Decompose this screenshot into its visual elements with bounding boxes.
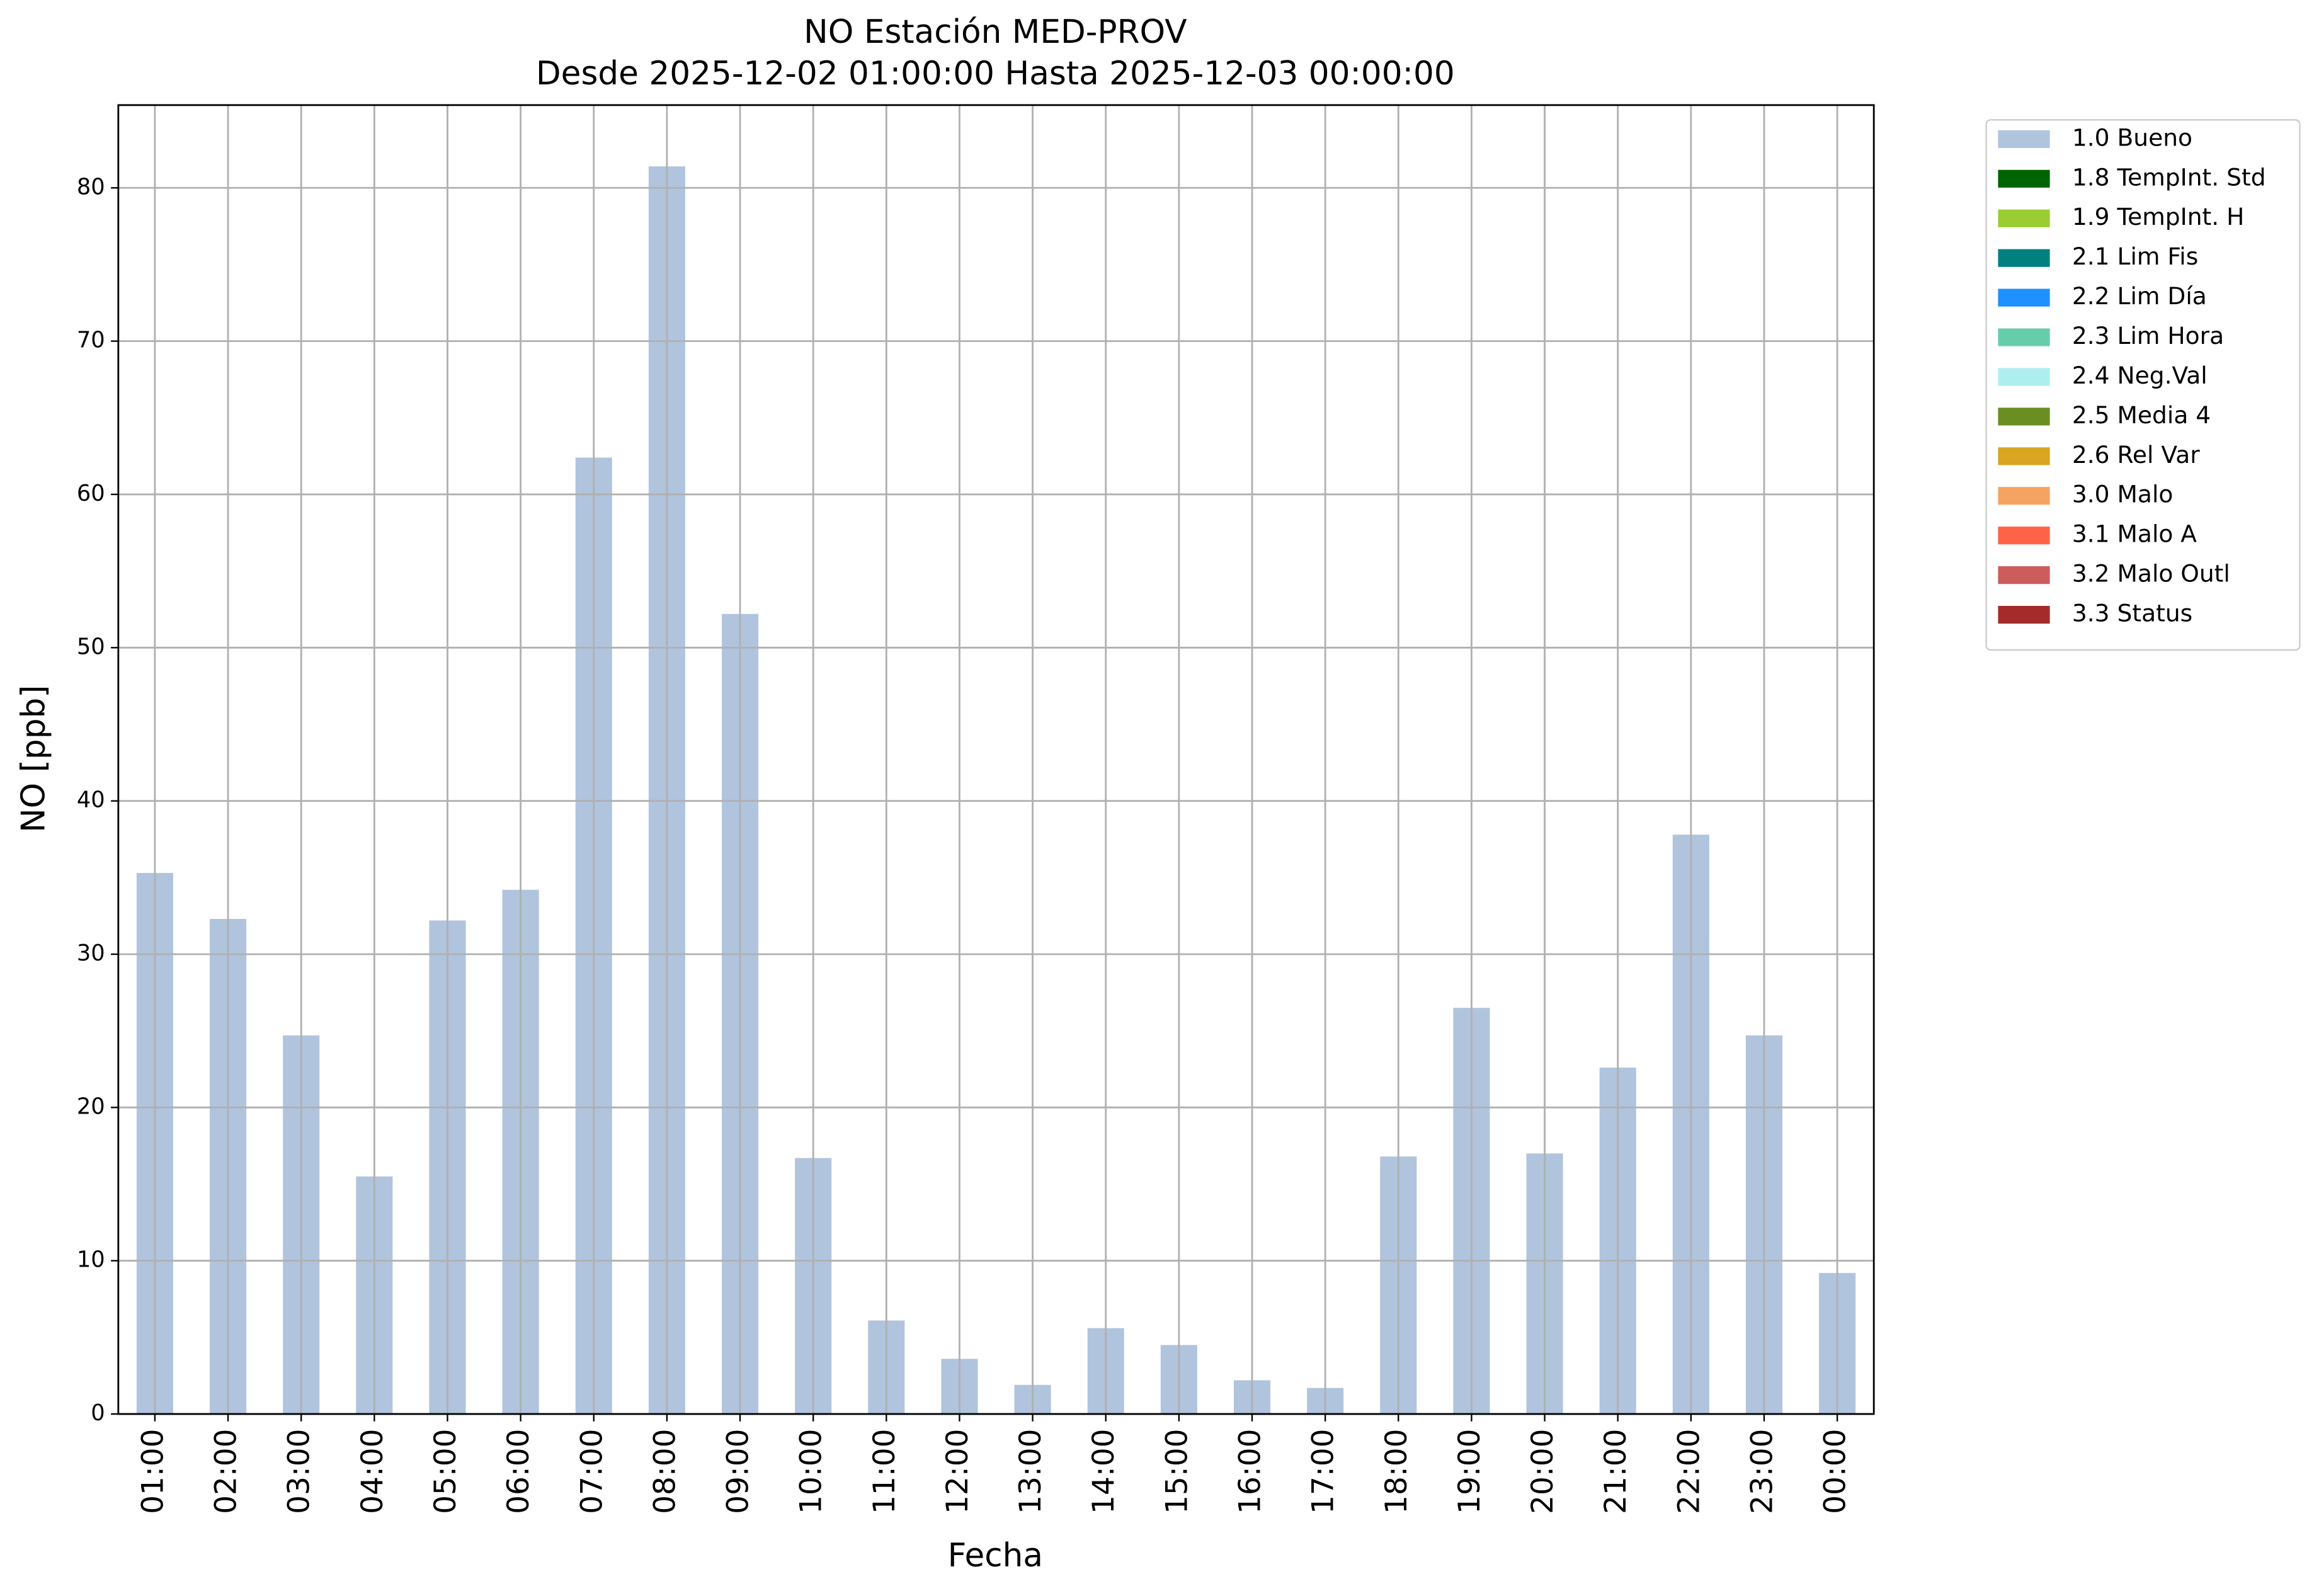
x-tick-label: 21:00: [1598, 1429, 1633, 1514]
legend-swatch: [1998, 130, 2050, 148]
y-tick-label: 50: [77, 634, 105, 659]
legend-swatch: [1998, 328, 2050, 346]
x-tick-label: 16:00: [1233, 1429, 1268, 1514]
legend-swatch: [1998, 566, 2050, 584]
legend-swatch: [1998, 169, 2050, 188]
legend-label: 2.2 Lim Día: [2072, 282, 2207, 310]
y-tick-label: 30: [77, 940, 105, 966]
legend-swatch: [1998, 288, 2050, 307]
legend-label: 3.0 Malo: [2072, 481, 2174, 508]
y-tick-label: 40: [77, 787, 105, 813]
y-tick-label: 80: [77, 174, 105, 200]
legend-label: 1.9 TempInt. H: [2072, 203, 2245, 231]
legend-label: 3.2 Malo Outl: [2072, 560, 2230, 588]
x-tick-label: 19:00: [1452, 1429, 1487, 1514]
legend-label: 2.5 Media 4: [2072, 401, 2211, 429]
legend-swatch: [1998, 368, 2050, 386]
legend-label: 2.6 Rel Var: [2072, 441, 2200, 469]
legend-swatch: [1998, 447, 2050, 465]
x-tick-label: 05:00: [428, 1429, 463, 1514]
x-tick-label: 12:00: [940, 1429, 975, 1514]
y-tick-label: 0: [91, 1400, 105, 1426]
x-tick-label: 04:00: [355, 1429, 390, 1514]
plot-frame: [117, 104, 1875, 1415]
y-tick-label: 10: [77, 1247, 105, 1273]
x-tick-label: 07:00: [574, 1429, 609, 1514]
x-tick-label: 09:00: [721, 1429, 756, 1514]
y-axis-label: NO [ppb]: [14, 685, 52, 833]
legend-swatch: [1998, 408, 2050, 426]
x-tick-label: 08:00: [647, 1429, 682, 1514]
y-tick-label: 60: [77, 481, 105, 506]
legend-label: 2.1 Lim Fis: [2072, 242, 2198, 270]
x-tick-label: 20:00: [1525, 1429, 1560, 1514]
x-tick-label: 22:00: [1672, 1429, 1706, 1514]
legend-swatch: [1998, 605, 2050, 624]
x-tick-label: 01:00: [135, 1429, 170, 1514]
legend-swatch: [1998, 527, 2050, 545]
x-tick-label: 18:00: [1379, 1429, 1414, 1514]
x-tick-label: 00:00: [1818, 1429, 1853, 1514]
x-tick-label: 23:00: [1745, 1429, 1779, 1514]
y-tick-label: 20: [77, 1093, 105, 1119]
legend-label: 2.3 Lim Hora: [2072, 322, 2224, 350]
legend-label: 3.3 Status: [2072, 600, 2192, 627]
x-tick-label: 10:00: [794, 1429, 829, 1514]
x-tick-label: 13:00: [1013, 1429, 1048, 1514]
legend-swatch: [1998, 487, 2050, 505]
chart-title: NO Estación MED-PROV: [804, 13, 1187, 51]
x-tick-label: 02:00: [209, 1429, 244, 1514]
legend-box: [1985, 119, 2301, 651]
x-tick-label: 15:00: [1160, 1429, 1194, 1514]
y-tick-label: 70: [77, 328, 105, 353]
chart-subtitle: Desde 2025-12-02 01:00:00 Hasta 2025-12-…: [536, 55, 1455, 93]
legend-label: 2.4 Neg.Val: [2072, 362, 2208, 389]
x-tick-label: 03:00: [282, 1429, 317, 1514]
legend-swatch: [1998, 209, 2050, 227]
legend-label: 3.1 Malo A: [2072, 520, 2197, 548]
legend-label: 1.8 TempInt. Std: [2072, 163, 2266, 191]
legend-swatch: [1998, 249, 2050, 267]
x-tick-label: 11:00: [867, 1429, 902, 1514]
x-tick-label: 14:00: [1086, 1429, 1121, 1514]
x-axis-label: Fecha: [948, 1537, 1043, 1575]
legend-label: 1.0 Bueno: [2072, 123, 2192, 151]
x-tick-label: 06:00: [501, 1429, 536, 1514]
x-tick-label: 17:00: [1306, 1429, 1341, 1514]
